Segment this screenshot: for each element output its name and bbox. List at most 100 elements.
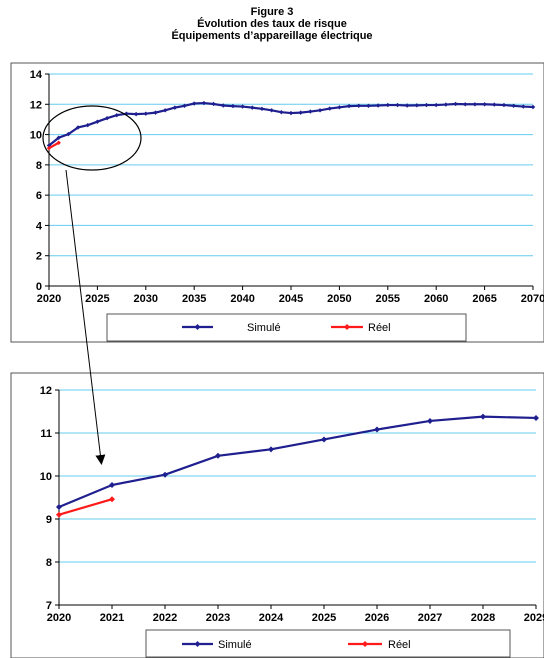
chart-frame	[10, 372, 544, 658]
legend-label-reel: Réel	[368, 322, 391, 334]
data-point	[492, 102, 497, 107]
data-point	[375, 103, 381, 108]
figure-label: Figure 3	[250, 6, 294, 18]
data-point	[201, 100, 207, 106]
data-point	[182, 103, 187, 108]
data-point	[172, 105, 178, 110]
y-tick-label: 11	[40, 428, 52, 440]
data-point	[288, 110, 294, 116]
zoom-arrow	[65, 169, 106, 465]
data-point	[366, 103, 371, 108]
y-tick-label: 8	[36, 160, 42, 172]
data-point	[143, 111, 148, 116]
y-tick-label: 7	[46, 600, 52, 612]
data-point	[211, 101, 216, 107]
y-tick-label: 2	[36, 251, 42, 263]
x-tick-label: 2040	[230, 293, 254, 305]
data-point	[269, 108, 274, 113]
data-point	[95, 119, 100, 124]
data-point	[482, 102, 487, 107]
data-point	[56, 140, 61, 145]
data-point	[75, 125, 81, 130]
series-line-reel	[48, 141, 60, 150]
series-line-reel	[58, 498, 113, 516]
data-point	[317, 108, 323, 113]
data-point	[327, 106, 332, 111]
data-point	[114, 112, 119, 118]
data-point	[298, 110, 303, 115]
data-point	[259, 106, 265, 112]
x-tick-label: 2020	[37, 293, 61, 305]
data-point	[472, 102, 478, 107]
x-tick-label: 2060	[424, 293, 448, 305]
data-point	[501, 102, 507, 108]
y-tick-label: 4	[36, 220, 43, 232]
zoom-annotation	[42, 105, 142, 465]
x-tick-label: 2050	[327, 293, 351, 305]
data-point	[395, 102, 400, 108]
data-point	[427, 417, 433, 424]
data-point	[109, 482, 115, 489]
x-tick-label: 2025	[312, 612, 336, 624]
data-point	[192, 101, 197, 106]
y-tick-label: 12	[30, 99, 42, 111]
data-point	[308, 109, 313, 114]
data-point	[480, 413, 486, 420]
x-tick-label: 2024	[259, 612, 284, 624]
x-tick-label: 2070	[521, 293, 544, 305]
data-point	[321, 436, 327, 443]
legend-marker-reel	[362, 641, 368, 647]
data-point	[346, 103, 352, 109]
y-tick-label: 8	[46, 557, 52, 569]
y-tick-label: 10	[30, 130, 42, 142]
x-tick-label: 2025	[85, 293, 109, 305]
data-point	[250, 105, 255, 110]
data-point	[434, 102, 439, 108]
data-point	[521, 104, 526, 109]
legend-label-simule: Simulé	[247, 322, 281, 334]
x-tick-label: 2065	[472, 293, 496, 305]
data-point	[124, 111, 129, 116]
x-tick-label: 2029	[524, 612, 544, 624]
x-tick-label: 2045	[279, 293, 303, 305]
data-point	[162, 108, 168, 113]
y-tick-label: 14	[30, 69, 43, 81]
x-tick-label: 2028	[471, 612, 495, 624]
data-point	[56, 511, 62, 518]
x-tick-label: 2020	[47, 612, 71, 624]
y-tick-label: 10	[40, 471, 52, 483]
y-tick-label: 6	[36, 190, 42, 202]
data-point	[424, 102, 429, 108]
x-tick-label: 2027	[418, 612, 442, 624]
chart-zoom-period: 7 8 9 10 11 12 2020 2021 2022 2023 2024 2025 2026 202…	[10, 372, 544, 658]
legend-box	[106, 313, 467, 342]
data-point	[56, 503, 62, 510]
data-point	[46, 146, 52, 151]
data-point	[453, 101, 458, 107]
x-tick-label: 2022	[153, 612, 177, 624]
data-point	[337, 105, 342, 110]
data-point	[85, 122, 90, 128]
data-point	[162, 471, 168, 478]
x-tick-label: 2021	[100, 612, 124, 624]
x-tick-label: 2030	[134, 293, 158, 305]
x-tick-label: 2055	[376, 293, 400, 305]
data-point	[104, 116, 110, 121]
data-point	[56, 135, 61, 140]
data-point	[356, 103, 361, 108]
data-point	[66, 131, 71, 137]
zoom-ellipse	[42, 105, 142, 171]
data-point	[533, 414, 539, 421]
x-tick-label: 2026	[365, 612, 389, 624]
y-tick-label: 9	[46, 514, 52, 526]
legend-label-reel: Réel	[388, 639, 411, 651]
data-point	[443, 102, 449, 107]
series-line-simule	[58, 415, 537, 508]
chart-frame	[10, 62, 544, 343]
data-point	[221, 103, 226, 108]
data-point	[279, 109, 284, 115]
data-point	[268, 446, 274, 453]
data-point	[109, 496, 115, 503]
data-point	[133, 111, 139, 117]
